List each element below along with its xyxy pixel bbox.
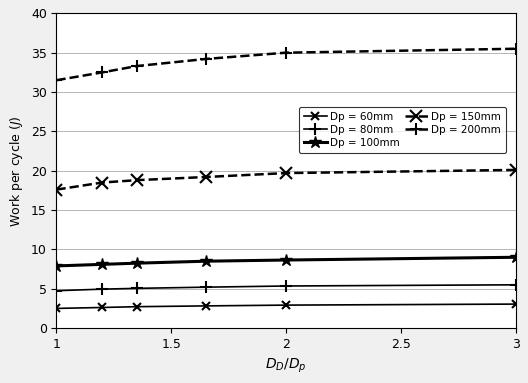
Dp = 200mm: [203, 57, 209, 61]
Dp = 60mm: [53, 306, 60, 311]
Legend: Dp = 60mm, Dp = 80mm, Dp = 100mm, Dp = 150mm, Dp = 200mm: Dp = 60mm, Dp = 80mm, Dp = 100mm, Dp = 1…: [299, 107, 506, 153]
Dp = 200mm: [283, 51, 289, 55]
X-axis label: $D_D/D_p$: $D_D/D_p$: [265, 356, 307, 375]
Dp = 150mm: [99, 180, 106, 185]
Dp = 150mm: [203, 175, 209, 179]
Dp = 100mm: [99, 262, 106, 267]
Line: Dp = 100mm: Dp = 100mm: [50, 251, 522, 272]
Dp = 60mm: [134, 304, 140, 309]
Dp = 80mm: [203, 285, 209, 290]
Dp = 100mm: [283, 258, 289, 262]
Dp = 60mm: [513, 302, 519, 306]
Dp = 200mm: [53, 78, 60, 82]
Line: Dp = 150mm: Dp = 150mm: [51, 164, 521, 195]
Dp = 60mm: [99, 305, 106, 310]
Dp = 80mm: [53, 288, 60, 293]
Dp = 150mm: [134, 178, 140, 182]
Dp = 150mm: [283, 171, 289, 175]
Line: Dp = 200mm: Dp = 200mm: [51, 43, 521, 86]
Dp = 60mm: [203, 304, 209, 308]
Dp = 80mm: [99, 287, 106, 291]
Dp = 200mm: [134, 64, 140, 68]
Dp = 60mm: [283, 303, 289, 308]
Line: Dp = 60mm: Dp = 60mm: [52, 300, 520, 313]
Dp = 80mm: [283, 284, 289, 288]
Dp = 150mm: [513, 168, 519, 172]
Dp = 100mm: [53, 264, 60, 268]
Dp = 100mm: [203, 259, 209, 264]
Dp = 200mm: [513, 46, 519, 51]
Dp = 100mm: [134, 261, 140, 265]
Line: Dp = 80mm: Dp = 80mm: [51, 279, 521, 296]
Y-axis label: Work per cycle ($J$): Work per cycle ($J$): [8, 115, 25, 227]
Dp = 100mm: [513, 255, 519, 260]
Dp = 80mm: [134, 286, 140, 291]
Dp = 200mm: [99, 70, 106, 75]
Dp = 150mm: [53, 187, 60, 192]
Dp = 80mm: [513, 283, 519, 287]
